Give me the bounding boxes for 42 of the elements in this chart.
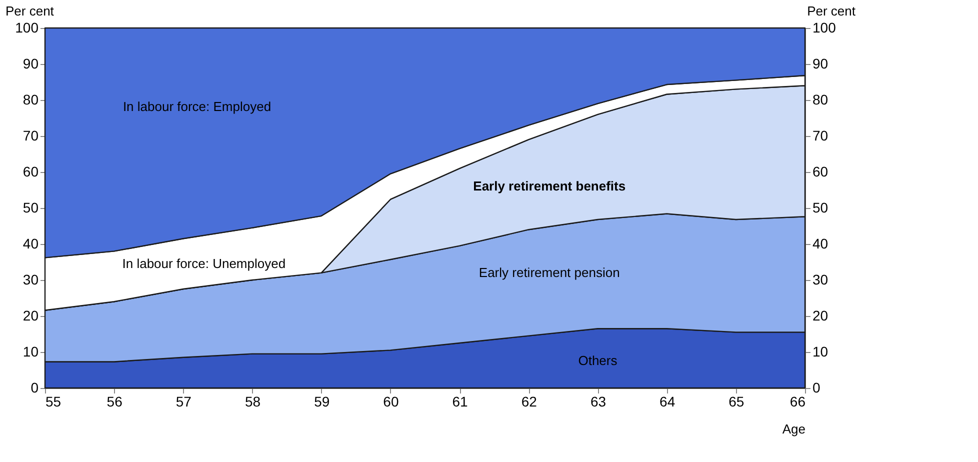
x-tick-label: 60 (383, 394, 399, 410)
y2-tick-label: 70 (812, 128, 828, 144)
x-tick-label: 63 (590, 394, 606, 410)
series-label: Others (578, 353, 618, 368)
x-tick-label: 64 (660, 394, 676, 410)
y-tick-label: 20 (22, 308, 39, 324)
x-tick-label: 59 (314, 394, 330, 410)
y2-tick-label: 30 (812, 272, 828, 288)
y-axis-title: Per cent (6, 4, 54, 18)
x-tick-label: 62 (521, 394, 538, 410)
y2-tick-label: 90 (812, 56, 828, 72)
y-tick-label: 100 (15, 20, 39, 36)
series-label: Early retirement pension (478, 264, 620, 280)
x-tick-label: 56 (106, 394, 123, 410)
y-tick-label: 30 (22, 272, 39, 288)
y2-tick-label: 60 (812, 164, 828, 180)
y2-tick-label: 50 (812, 200, 828, 216)
y-tick-label: 90 (22, 56, 39, 72)
y-tick-label: 70 (22, 128, 39, 144)
y2-axis-title: Per cent (807, 4, 856, 18)
series-label: In labour force: Unemployed (122, 256, 286, 271)
x-axis-title: Age (782, 422, 806, 436)
y-tick-label: 0 (30, 380, 39, 396)
series-label: Early retirement benefits (473, 178, 626, 194)
y2-tick-label: 20 (812, 308, 828, 324)
y2-tick-label: 40 (812, 236, 828, 252)
x-tick-label: 61 (452, 394, 468, 410)
x-tick-label: 55 (46, 394, 62, 410)
series-label: In labour force: Employed (122, 99, 272, 114)
y2-tick-label: 10 (812, 344, 828, 360)
x-tick-label: 66 (790, 394, 806, 410)
x-tick-label: 58 (244, 394, 261, 410)
y-tick-label: 10 (22, 344, 39, 360)
y2-tick-label: 80 (812, 92, 828, 108)
y-tick-label: 50 (22, 200, 39, 216)
y-tick-label: 60 (22, 164, 39, 180)
y2-tick-label: 0 (812, 380, 820, 396)
y-tick-label: 40 (22, 236, 39, 252)
x-tick-label: 65 (728, 394, 744, 410)
x-tick-label: 57 (176, 394, 192, 410)
y2-tick-label: 100 (812, 20, 836, 36)
y-tick-label: 80 (22, 92, 39, 108)
